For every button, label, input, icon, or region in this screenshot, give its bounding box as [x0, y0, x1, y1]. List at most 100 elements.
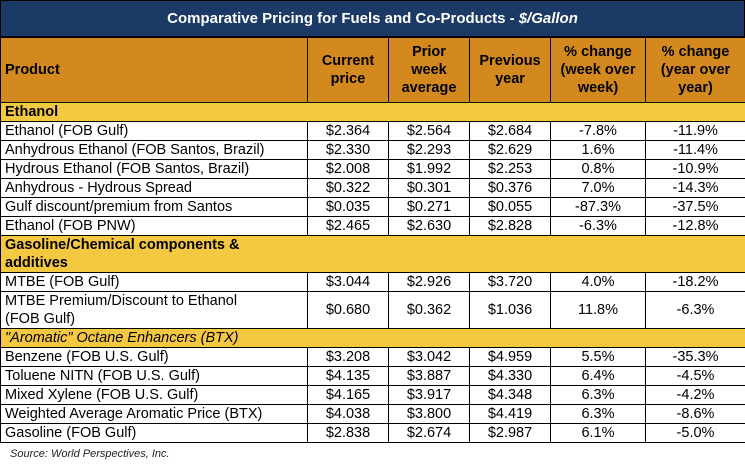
product-name: Benzene (FOB U.S. Gulf)	[0, 347, 308, 367]
section-row: "Aromatic" Octane Enhancers (BTX)	[0, 328, 745, 348]
change-year: -11.4%	[645, 140, 745, 160]
change-year: -5.0%	[645, 423, 745, 443]
title-unit: $/Gallon	[518, 10, 578, 27]
header-prior-week: Prior week average	[388, 37, 470, 103]
table-row: Hydrous Ethanol (FOB Santos, Brazil) $2.0…	[0, 159, 745, 179]
header-change-year: % change (year over year)	[645, 37, 745, 103]
product-name: Gasoline (FOB Gulf)	[0, 423, 308, 443]
prior-week-average: $2.564	[388, 121, 470, 141]
product-name: Hydrous Ethanol (FOB Santos, Brazil)	[0, 159, 308, 179]
change-year: -14.3%	[645, 178, 745, 198]
previous-year: $1.036	[469, 291, 551, 329]
prior-week-average: $3.800	[388, 404, 470, 424]
section-label: "Aromatic" Octane Enhancers (BTX)	[0, 328, 745, 348]
current-price: $3.044	[307, 272, 389, 292]
change-week: 11.8%	[550, 291, 646, 329]
current-price: $0.680	[307, 291, 389, 329]
current-price: $3.208	[307, 347, 389, 367]
change-year: -8.6%	[645, 404, 745, 424]
change-year: -11.9%	[645, 121, 745, 141]
change-week: 5.5%	[550, 347, 646, 367]
table-row: Anhydrous Ethanol (FOB Santos, Brazil) $2…	[0, 140, 745, 160]
previous-year: $3.720	[469, 272, 551, 292]
current-price: $4.038	[307, 404, 389, 424]
section-label: Ethanol	[0, 102, 745, 122]
product-name: Gulf discount/premium from Santos	[0, 197, 308, 217]
prior-week-average: $0.301	[388, 178, 470, 198]
table-row: Gasoline (FOB Gulf) $2.838 $2.674 $2.987 6.1…	[0, 423, 745, 443]
table-row: Mixed Xylene (FOB U.S. Gulf) $4.165 $3.917…	[0, 385, 745, 405]
header-row: Product Current price Prior week average…	[0, 37, 745, 103]
table-row: Toluene NITN (FOB U.S. Gulf) $4.135 $3.887…	[0, 366, 745, 386]
section-row: Gasoline/Chemical components & additives	[0, 235, 745, 273]
table-row: Ethanol (FOB Gulf) $2.364 $2.564 $2.684 -7.8…	[0, 121, 745, 141]
prior-week-average: $3.042	[388, 347, 470, 367]
change-year: -37.5%	[645, 197, 745, 217]
previous-year: $0.376	[469, 178, 551, 198]
table-row: Gulf discount/premium from Santos $0.035 $…	[0, 197, 745, 217]
product-name: MTBE Premium/Discount to Ethanol (FOB Gu…	[0, 291, 308, 329]
prior-week-average: $2.926	[388, 272, 470, 292]
previous-year: $4.419	[469, 404, 551, 424]
header-product: Product	[0, 37, 308, 103]
table-row: MTBE Premium/Discount to Ethanol (FOB Gu…	[0, 291, 745, 329]
change-week: 6.3%	[550, 385, 646, 405]
change-week: 1.6%	[550, 140, 646, 160]
table-row: Benzene (FOB U.S. Gulf) $3.208 $3.042 $4.95…	[0, 347, 745, 367]
current-price: $2.465	[307, 216, 389, 236]
table-row: Weighted Average Aromatic Price (BTX) $4.…	[0, 404, 745, 424]
section-label: Gasoline/Chemical components & additives	[0, 235, 745, 273]
change-week: -7.8%	[550, 121, 646, 141]
previous-year: $2.987	[469, 423, 551, 443]
change-week: 4.0%	[550, 272, 646, 292]
header-previous-year: Previous year	[469, 37, 551, 103]
change-week: 6.3%	[550, 404, 646, 424]
previous-year: $2.253	[469, 159, 551, 179]
current-price: $4.165	[307, 385, 389, 405]
current-price: $2.330	[307, 140, 389, 160]
previous-year: $2.629	[469, 140, 551, 160]
previous-year: $2.684	[469, 121, 551, 141]
previous-year: $4.330	[469, 366, 551, 386]
previous-year: $2.828	[469, 216, 551, 236]
product-name: MTBE (FOB Gulf)	[0, 272, 308, 292]
current-price: $0.035	[307, 197, 389, 217]
product-name: Mixed Xylene (FOB U.S. Gulf)	[0, 385, 308, 405]
current-price: $2.364	[307, 121, 389, 141]
change-week: 0.8%	[550, 159, 646, 179]
prior-week-average: $0.362	[388, 291, 470, 329]
previous-year: $4.348	[469, 385, 551, 405]
change-week: 7.0%	[550, 178, 646, 198]
section-row: Ethanol	[0, 102, 745, 122]
current-price: $0.322	[307, 178, 389, 198]
change-year: -18.2%	[645, 272, 745, 292]
change-week: 6.1%	[550, 423, 646, 443]
source-note: Source: World Perspectives, Inc.	[10, 448, 170, 460]
current-price: $2.838	[307, 423, 389, 443]
current-price: $4.135	[307, 366, 389, 386]
change-year: -4.2%	[645, 385, 745, 405]
change-week: -6.3%	[550, 216, 646, 236]
table-row: Anhydrous - Hydrous Spread $0.322 $0.301 $0…	[0, 178, 745, 198]
header-current-price: Current price	[307, 37, 389, 103]
prior-week-average: $2.674	[388, 423, 470, 443]
table-row: MTBE (FOB Gulf) $3.044 $2.926 $3.720 4.0% -18…	[0, 272, 745, 292]
change-year: -4.5%	[645, 366, 745, 386]
current-price: $2.008	[307, 159, 389, 179]
change-week: -87.3%	[550, 197, 646, 217]
pricing-table: Product Current price Prior week average…	[0, 37, 745, 443]
table-title: Comparative Pricing for Fuels and Co-Pro…	[0, 0, 745, 37]
product-name: Toluene NITN (FOB U.S. Gulf)	[0, 366, 308, 386]
prior-week-average: $3.887	[388, 366, 470, 386]
change-year: -35.3%	[645, 347, 745, 367]
prior-week-average: $3.917	[388, 385, 470, 405]
product-name: Ethanol (FOB PNW)	[0, 216, 308, 236]
change-year: -6.3%	[645, 291, 745, 329]
title-text: Comparative Pricing for Fuels and Co-Pro…	[167, 10, 515, 27]
prior-week-average: $2.293	[388, 140, 470, 160]
table-row: Ethanol (FOB PNW) $2.465 $2.630 $2.828 -6.3%…	[0, 216, 745, 236]
change-year: -10.9%	[645, 159, 745, 179]
change-year: -12.8%	[645, 216, 745, 236]
header-change-week: % change (week over week)	[550, 37, 646, 103]
product-name: Weighted Average Aromatic Price (BTX)	[0, 404, 308, 424]
